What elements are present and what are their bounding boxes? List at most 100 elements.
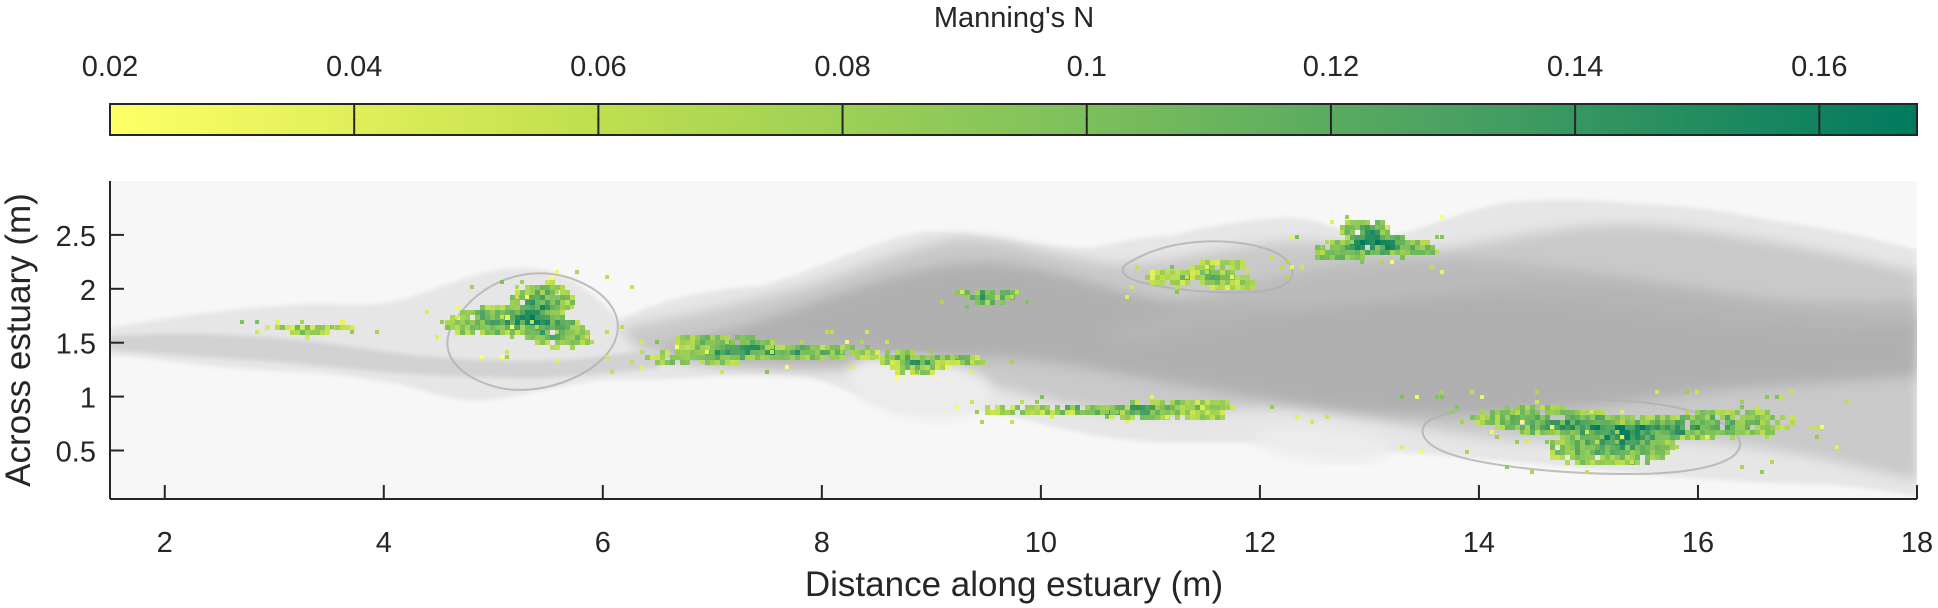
vegetation-cell — [1580, 445, 1585, 450]
vegetation-cell — [505, 310, 510, 315]
vegetation-cell — [1695, 390, 1699, 394]
vegetation-cell — [530, 305, 535, 310]
vegetation-cell — [1400, 245, 1405, 250]
vegetation-cell — [1670, 430, 1675, 435]
vegetation-cell — [680, 340, 685, 345]
vegetation-cell — [745, 345, 750, 350]
vegetation-cell — [1010, 295, 1014, 299]
vegetation-cell — [1525, 410, 1530, 415]
vegetation-cell — [1620, 415, 1625, 420]
vegetation-cell — [295, 325, 300, 330]
vegetation-cell — [465, 320, 470, 325]
vegetation-cell — [725, 360, 730, 365]
vegetation-cell — [1475, 415, 1480, 420]
vegetation-cell — [455, 320, 460, 325]
vegetation-cell — [1690, 425, 1695, 430]
vegetation-cell — [1335, 245, 1340, 250]
vegetation-cell — [1120, 415, 1125, 420]
vegetation-cell — [970, 400, 974, 404]
vegetation-cell — [1200, 410, 1205, 415]
vegetation-cell — [700, 350, 705, 355]
vegetation-cell — [1220, 260, 1225, 265]
vegetation-cell — [1640, 450, 1645, 455]
vegetation-cell — [1570, 435, 1575, 440]
vegetation-cell — [1595, 425, 1600, 430]
vegetation-cell — [1385, 250, 1390, 255]
vegetation-cell — [1725, 425, 1730, 430]
vegetation-cell — [835, 355, 839, 359]
vegetation-cell — [1620, 440, 1625, 445]
vegetation-cell — [540, 330, 545, 335]
vegetation-cell — [1685, 415, 1690, 420]
vegetation-cell — [240, 320, 244, 324]
vegetation-cell — [1630, 420, 1635, 425]
vegetation-cell — [840, 345, 845, 350]
vegetation-cell — [1740, 415, 1745, 420]
vegetation-cell — [1705, 410, 1710, 415]
vegetation-cell — [830, 345, 835, 350]
vegetation-cell — [1650, 430, 1655, 435]
vegetation-cell — [1395, 240, 1400, 245]
y-axis-ticks: 0.511.522.5 — [56, 221, 124, 468]
vegetation-cell — [1580, 460, 1585, 465]
vegetation-cell — [475, 320, 480, 325]
vegetation-cell — [1300, 265, 1304, 269]
vegetation-cell — [1360, 235, 1365, 240]
vegetation-cell — [1605, 430, 1610, 435]
vegetation-cell — [560, 310, 565, 315]
vegetation-cell — [1620, 410, 1624, 414]
vegetation-cell — [795, 350, 800, 355]
vegetation-cell — [320, 330, 325, 335]
vegetation-cell — [910, 355, 915, 360]
vegetation-cell — [1595, 415, 1600, 420]
vegetation-cell — [1565, 435, 1570, 440]
vegetation-cell — [1380, 240, 1385, 245]
vegetation-cell — [530, 285, 535, 290]
vegetation-cell — [310, 330, 315, 335]
vegetation-cell — [480, 305, 485, 310]
vegetation-cell — [1010, 420, 1014, 424]
vegetation-cell — [1230, 270, 1235, 275]
vegetation-cell — [1730, 420, 1735, 425]
vegetation-cell — [955, 290, 960, 295]
vegetation-cell — [640, 340, 644, 344]
vegetation-cell — [1195, 270, 1200, 275]
vegetation-cell — [1405, 240, 1410, 245]
vegetation-cell — [1615, 440, 1619, 444]
vegetation-cell — [700, 360, 704, 364]
y-tick-label: 2 — [80, 275, 96, 307]
vegetation-cell — [1665, 435, 1670, 440]
vegetation-cell — [935, 360, 940, 365]
vegetation-cell — [810, 345, 815, 350]
vegetation-cell — [1635, 450, 1640, 455]
vegetation-cell — [1350, 245, 1355, 250]
vegetation-cell — [570, 325, 575, 330]
vegetation-cell — [1635, 445, 1640, 450]
vegetation-cell — [715, 355, 720, 360]
vegetation-cell — [1730, 410, 1735, 415]
vegetation-cell — [970, 360, 974, 364]
vegetation-cell — [1130, 410, 1135, 415]
vegetation-cell — [1355, 255, 1360, 260]
vegetation-cell — [1325, 415, 1329, 419]
vegetation-cell — [1815, 425, 1819, 429]
vegetation-cell — [1760, 470, 1764, 474]
vegetation-cell — [890, 355, 895, 360]
vegetation-cell — [1385, 240, 1390, 245]
vegetation-cell — [1570, 430, 1575, 435]
vegetation-cell — [535, 315, 540, 320]
vegetation-cell — [1755, 430, 1760, 435]
vegetation-cell — [1095, 405, 1100, 410]
vegetation-cell — [1630, 435, 1635, 440]
vegetation-cell — [1280, 265, 1284, 269]
vegetation-cell — [1595, 445, 1600, 450]
vegetation-cell — [305, 335, 310, 340]
vegetation-cell — [300, 330, 305, 335]
vegetation-cell — [910, 360, 915, 365]
vegetation-cell — [490, 315, 495, 320]
bar-outline-1 — [446, 272, 619, 391]
vegetation-cell — [565, 330, 570, 335]
vegetation-cell — [1360, 220, 1365, 225]
colorbar-tick-label: 0.14 — [1547, 51, 1603, 83]
vegetation-cell — [700, 345, 705, 350]
